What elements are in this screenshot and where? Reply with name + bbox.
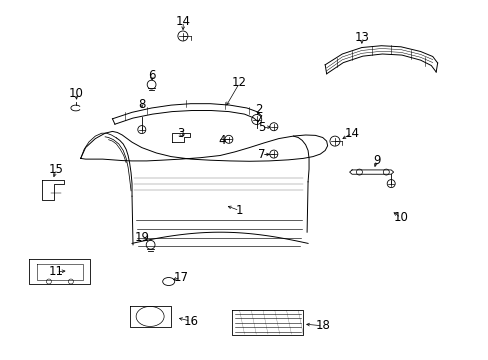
- Text: 19: 19: [134, 231, 149, 244]
- Text: 2: 2: [255, 103, 263, 116]
- Text: 13: 13: [354, 31, 368, 44]
- Text: 10: 10: [68, 87, 83, 100]
- Text: 1: 1: [235, 204, 243, 217]
- Text: 10: 10: [393, 211, 407, 224]
- Text: 9: 9: [372, 154, 380, 167]
- Text: 12: 12: [232, 76, 246, 89]
- Text: 16: 16: [183, 315, 198, 328]
- Text: 8: 8: [138, 98, 145, 111]
- Text: 4: 4: [218, 134, 226, 147]
- Text: 3: 3: [177, 127, 184, 140]
- Text: 18: 18: [315, 319, 329, 332]
- Text: 14: 14: [344, 127, 359, 140]
- Text: 7: 7: [257, 148, 265, 161]
- Text: 5: 5: [257, 121, 265, 134]
- Text: 15: 15: [49, 163, 63, 176]
- Text: 6: 6: [147, 69, 155, 82]
- Text: 11: 11: [49, 265, 63, 278]
- Text: 17: 17: [173, 271, 188, 284]
- Text: 14: 14: [176, 15, 190, 28]
